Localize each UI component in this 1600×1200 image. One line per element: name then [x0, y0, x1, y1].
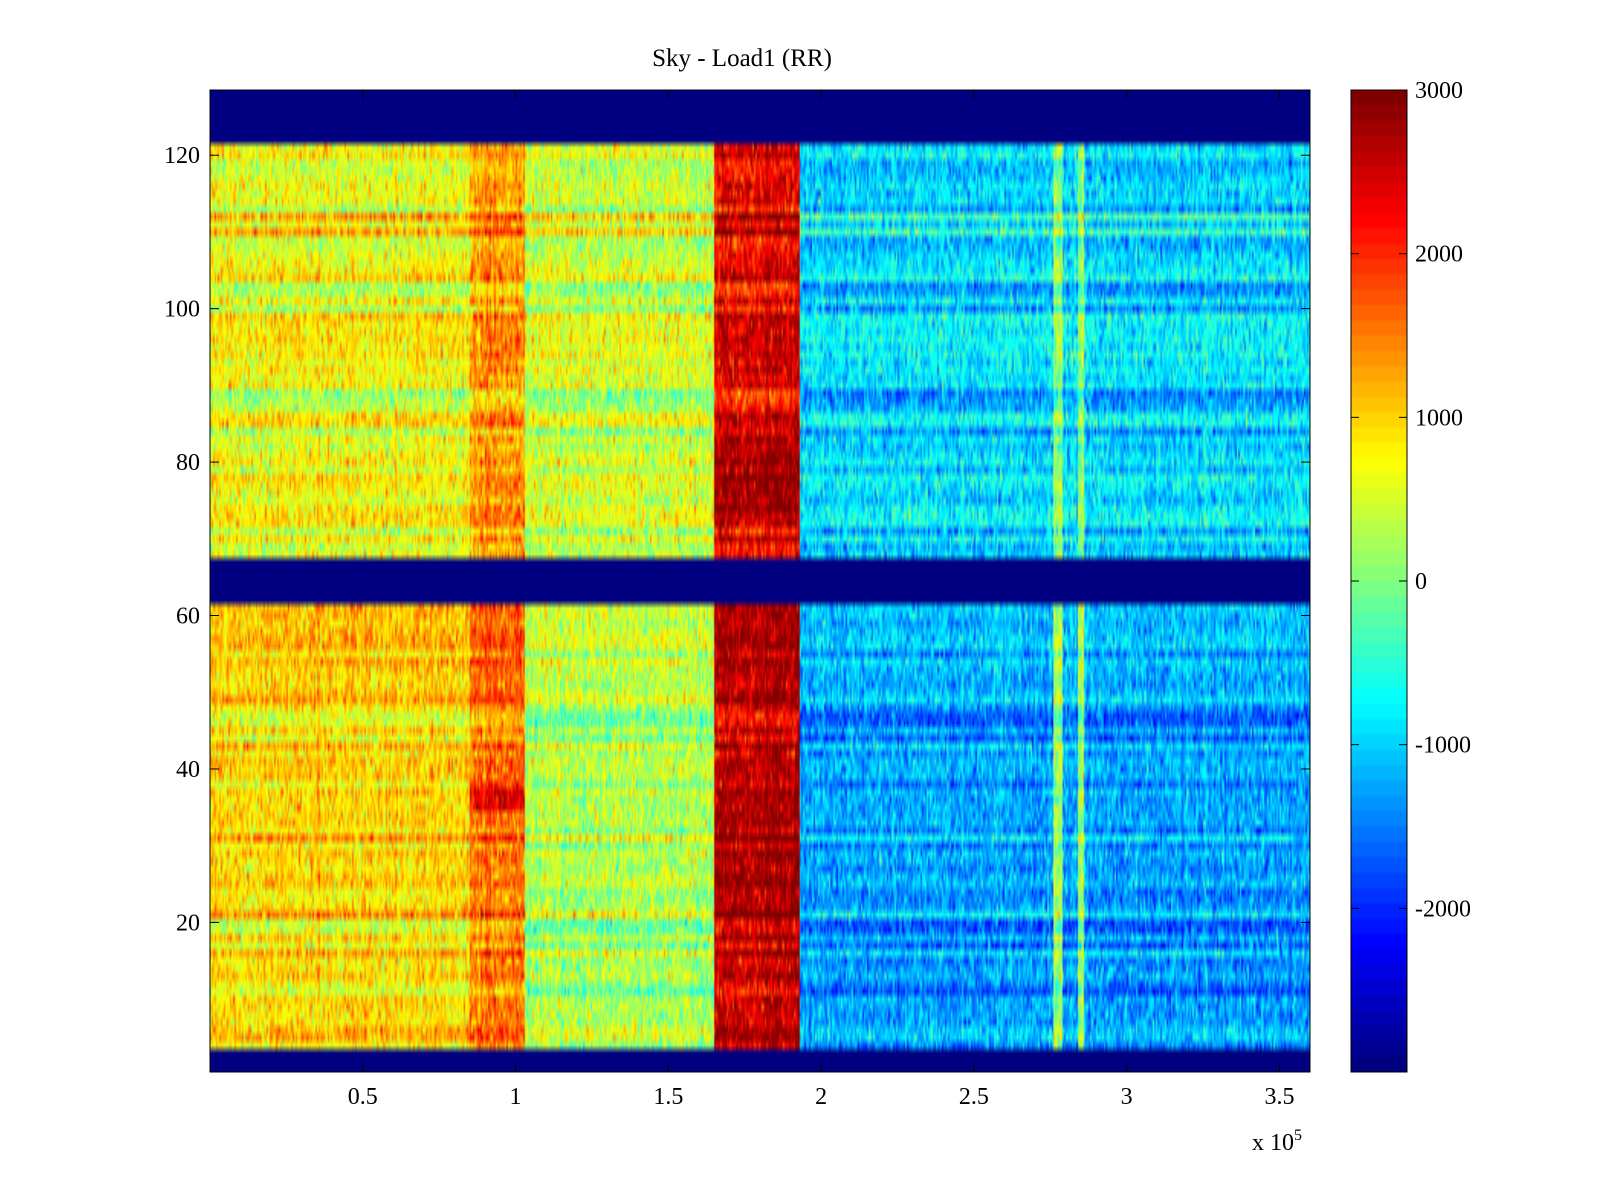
- y-tick-label: 60: [176, 604, 200, 630]
- y-axis-ticks: 20 40 60 80 100 120: [164, 143, 1310, 936]
- plot-frame: [209, 89, 1311, 1073]
- y-tick-label: 100: [164, 297, 200, 323]
- colorbar-tick-label: -1000: [1415, 733, 1471, 759]
- colorbar-tick-label: 2000: [1415, 242, 1463, 268]
- x-tick-label: 3.5: [1264, 1084, 1294, 1110]
- y-tick-label: 80: [176, 450, 200, 476]
- colorbar-ticks: 3000 2000 1000 0 -1000 -2000: [1351, 78, 1471, 922]
- x-tick-label: 3: [1121, 1084, 1133, 1110]
- heatmap-image: [210, 90, 1310, 1072]
- colorbar-tick-label: 1000: [1415, 405, 1463, 431]
- x-axis-multiplier-exponent: 5: [1294, 1127, 1302, 1144]
- x-axis-ticks: 0.5 1 1.5 2 2.5 3 3.5: [348, 90, 1294, 1110]
- y-tick-label: 20: [176, 910, 200, 936]
- chart-title: Sky - Load1 (RR): [652, 45, 832, 72]
- colorbar-tick-label: 3000: [1415, 78, 1463, 104]
- colorbar-gradient: [1351, 90, 1407, 1072]
- colorbar: 3000 2000 1000 0 -1000 -2000: [1350, 78, 1471, 1073]
- x-tick-label: 2.5: [959, 1084, 989, 1110]
- y-tick-label: 40: [176, 757, 200, 783]
- colorbar-tick-label: -2000: [1415, 896, 1471, 922]
- x-tick-label: 1: [510, 1084, 522, 1110]
- x-axis-multiplier: x 105: [1252, 1127, 1302, 1156]
- colorbar-tick-label: 0: [1415, 569, 1427, 595]
- x-tick-label: 1.5: [653, 1084, 683, 1110]
- y-tick-label: 120: [164, 143, 200, 169]
- x-tick-label: 0.5: [348, 1084, 378, 1110]
- heatmap-plot-area: 0.5 1 1.5 2 2.5 3 3.5 20 40 60 80 100 120: [164, 89, 1311, 1110]
- x-tick-label: 2: [815, 1084, 827, 1110]
